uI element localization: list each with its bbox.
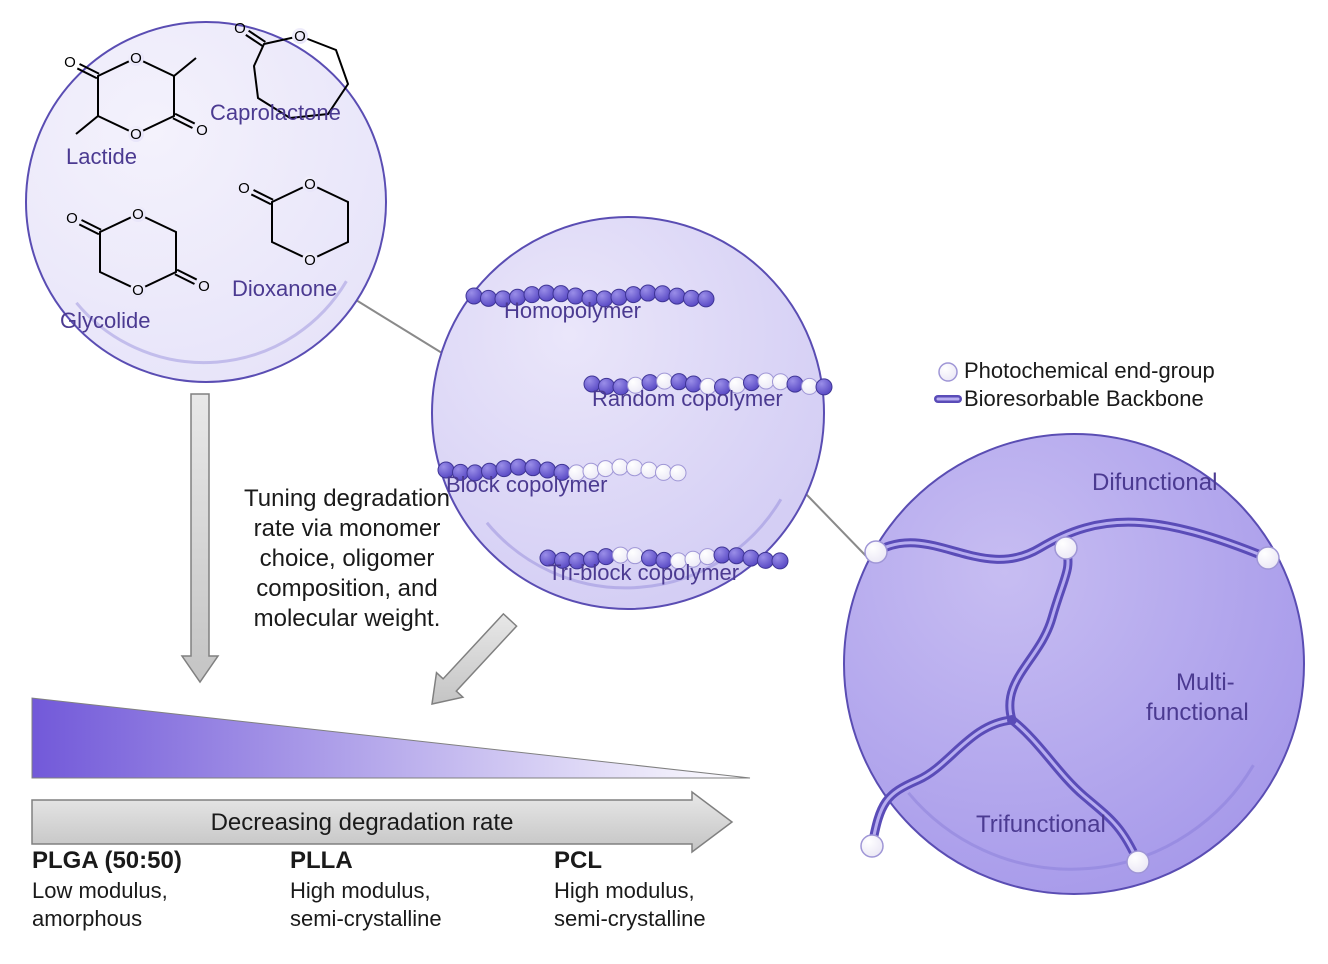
col-title-1: PLLA xyxy=(290,847,353,874)
svg-text:O: O xyxy=(64,54,76,71)
arrow-right xyxy=(432,614,517,704)
tuning-text: rate via monomer xyxy=(254,515,441,542)
label-multifunctional_l2: functional xyxy=(1146,699,1249,726)
svg-text:O: O xyxy=(196,122,208,139)
tuning-text: composition, and xyxy=(256,575,437,602)
col-line1-1: High modulus, xyxy=(290,878,431,903)
legend-dot-text: Photochemical end-group xyxy=(964,358,1215,383)
svg-text:O: O xyxy=(66,210,78,227)
label-lactide: Lactide xyxy=(66,144,137,169)
label-triblock: Tri-block copolymer xyxy=(548,560,739,585)
svg-text:O: O xyxy=(198,278,210,295)
svg-text:O: O xyxy=(238,180,250,197)
svg-text:O: O xyxy=(304,176,316,193)
tuning-text: Tuning degradation xyxy=(244,485,450,512)
label-dioxanone: Dioxanone xyxy=(232,276,337,301)
tuning-text: choice, oligomer xyxy=(260,545,435,572)
svg-text:O: O xyxy=(130,50,142,67)
svg-text:O: O xyxy=(234,20,246,37)
svg-text:O: O xyxy=(132,206,144,223)
label-random: Random copolymer xyxy=(592,386,783,411)
col-line2-1: semi-crystalline xyxy=(290,906,442,931)
svg-text:O: O xyxy=(132,282,144,299)
label-glycolide: Glycolide xyxy=(60,308,150,333)
diagram-canvas: OOOOOOOOOOOOOLactideCaprolactoneGlycolid… xyxy=(0,0,1328,964)
arrow-left xyxy=(182,394,218,682)
svg-text:O: O xyxy=(294,28,306,45)
col-title-2: PCL xyxy=(554,847,602,874)
legend-dot-icon xyxy=(939,363,957,381)
label-caprolactone: Caprolactone xyxy=(210,100,341,125)
col-line2-2: semi-crystalline xyxy=(554,906,706,931)
circle-polymers xyxy=(432,217,824,609)
svg-text:O: O xyxy=(130,126,142,143)
label-multifunctional_l1: Multi- xyxy=(1176,669,1235,696)
svg-text:O: O xyxy=(304,252,316,269)
degradation-wedge xyxy=(32,698,750,778)
label-trifunctional: Trifunctional xyxy=(976,811,1106,838)
col-title-0: PLGA (50:50) xyxy=(32,847,182,874)
tuning-text: molecular weight. xyxy=(254,605,441,632)
col-line2-0: amorphous xyxy=(32,906,142,931)
col-line1-2: High modulus, xyxy=(554,878,695,903)
label-block: Block copolymer xyxy=(446,472,607,497)
rate-arrow-label: Decreasing degradation rate xyxy=(211,809,514,836)
label-difunctional: Difunctional xyxy=(1092,469,1217,496)
col-line1-0: Low modulus, xyxy=(32,878,168,903)
legend-line-text: Bioresorbable Backbone xyxy=(964,386,1204,411)
label-homopolymer: Homopolymer xyxy=(504,298,641,323)
